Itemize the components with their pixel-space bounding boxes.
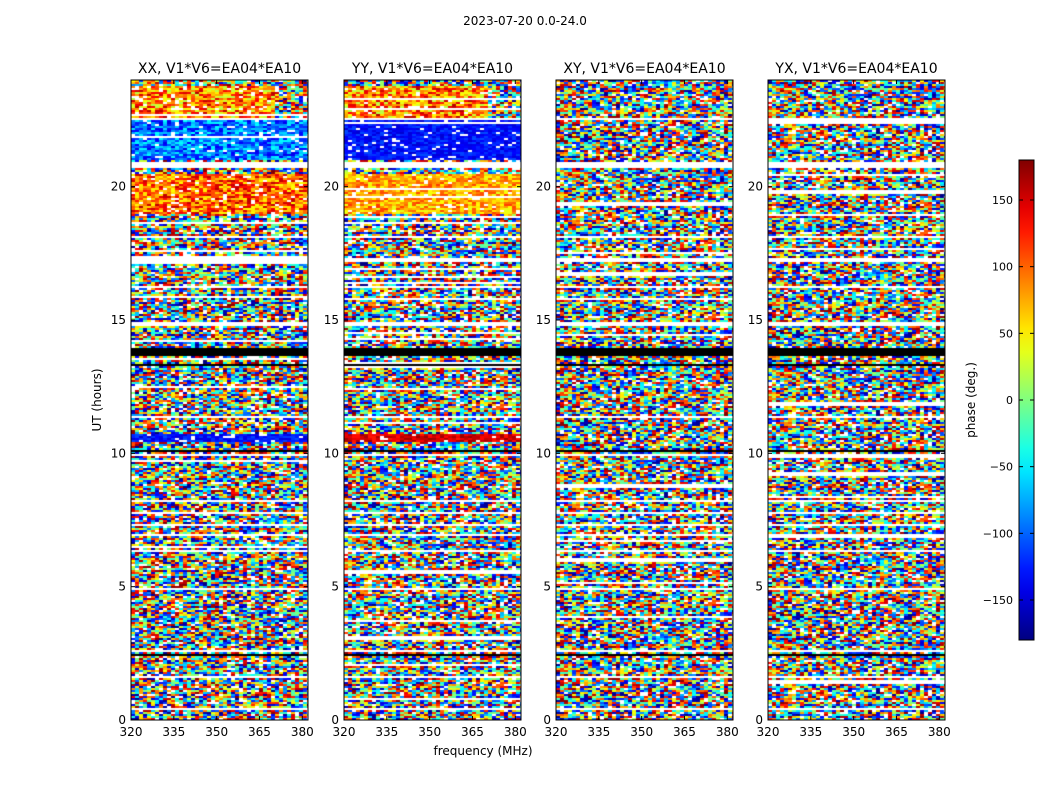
colorbar-tick-label: 100 (992, 261, 1013, 274)
axes-frame (130, 79, 309, 721)
colorbar-tick-label: −50 (990, 461, 1013, 474)
x-tick-label: 380 (716, 725, 739, 739)
phase-heatmap (768, 80, 945, 720)
y-tick-label: 10 (748, 446, 763, 460)
x-tick-label: 335 (587, 725, 610, 739)
colorbar: −150 −100 −50 0 50 100 150 (983, 159, 1035, 641)
panel-xy: XY, V1*V6=EA04*EA10 320 335 350 365 380 0 5 10 15… (536, 61, 739, 739)
y-tick-label: 0 (118, 713, 126, 727)
colorbar-tick-label: −150 (983, 594, 1013, 607)
y-tick-label: 0 (331, 713, 339, 727)
phase-heatmap (344, 80, 521, 720)
colorbar-tick-label: 150 (992, 194, 1013, 207)
y-tick-label: 5 (755, 580, 763, 594)
panel-xx: XX, V1*V6=EA04*EA10 320 335 350 365 380 0 5 10 15… (111, 61, 314, 739)
x-tick-label: 320 (120, 725, 143, 739)
y-tick-label: 5 (118, 580, 126, 594)
panel-title: XY, V1*V6=EA04*EA10 (563, 61, 725, 77)
x-tick-label: 365 (673, 725, 696, 739)
x-tick-label: 365 (248, 725, 271, 739)
panel-yy: YY, V1*V6=EA04*EA10 320 335 350 365 380 0 5 10 15… (324, 61, 527, 739)
x-tick-label: 335 (162, 725, 185, 739)
y-tick-label: 10 (536, 446, 551, 460)
x-tick-label: 365 (461, 725, 484, 739)
y-tick-label: 15 (748, 313, 763, 327)
y-tick-label: 5 (543, 580, 551, 594)
colorbar-tick-label: −100 (983, 527, 1013, 540)
y-tick-label: 15 (324, 313, 339, 327)
y-tick-label: 15 (111, 313, 126, 327)
y-tick-label: 20 (748, 180, 763, 194)
y-tick-label: 20 (536, 180, 551, 194)
x-tick-label: 350 (842, 725, 865, 739)
y-tick-label: 5 (331, 580, 339, 594)
x-tick-label: 350 (418, 725, 441, 739)
x-tick-label: 350 (205, 725, 228, 739)
x-tick-label: 350 (630, 725, 653, 739)
y-axis-label: UT (hours) (90, 368, 104, 432)
colorbar-tick-label: 0 (1006, 394, 1013, 407)
y-tick-label: 0 (543, 713, 551, 727)
x-tick-label: 380 (928, 725, 951, 739)
x-tick-label: 320 (333, 725, 356, 739)
x-tick-label: 320 (757, 725, 780, 739)
axes-frame (555, 79, 734, 721)
x-tick-label: 380 (504, 725, 527, 739)
x-axis-label: frequency (MHz) (433, 744, 533, 758)
y-tick-label: 0 (755, 713, 763, 727)
y-tick-label: 10 (324, 446, 339, 460)
panel-yx: YX, V1*V6=EA04*EA10 320 335 350 365 380 0 5 10 15… (748, 61, 951, 739)
y-tick-label: 20 (324, 180, 339, 194)
y-tick-label: 20 (111, 180, 126, 194)
panel-title: XX, V1*V6=EA04*EA10 (138, 61, 301, 77)
axes-frame (767, 79, 946, 721)
x-tick-label: 335 (375, 725, 398, 739)
colorbar-tick-label: 50 (999, 327, 1013, 340)
figure-title: 2023-07-20 0.0-24.0 (463, 14, 587, 28)
x-tick-label: 320 (545, 725, 568, 739)
x-tick-label: 335 (799, 725, 822, 739)
y-tick-label: 10 (111, 446, 126, 460)
colorbar-label: phase (deg.) (964, 362, 978, 438)
x-tick-label: 380 (291, 725, 314, 739)
panel-title: YX, V1*V6=EA04*EA10 (774, 61, 937, 77)
phase-heatmap (556, 80, 733, 720)
phase-heatmap (131, 80, 308, 720)
axes-frame (343, 79, 522, 721)
panel-title: YY, V1*V6=EA04*EA10 (351, 61, 513, 77)
y-tick-label: 15 (536, 313, 551, 327)
x-tick-label: 365 (885, 725, 908, 739)
